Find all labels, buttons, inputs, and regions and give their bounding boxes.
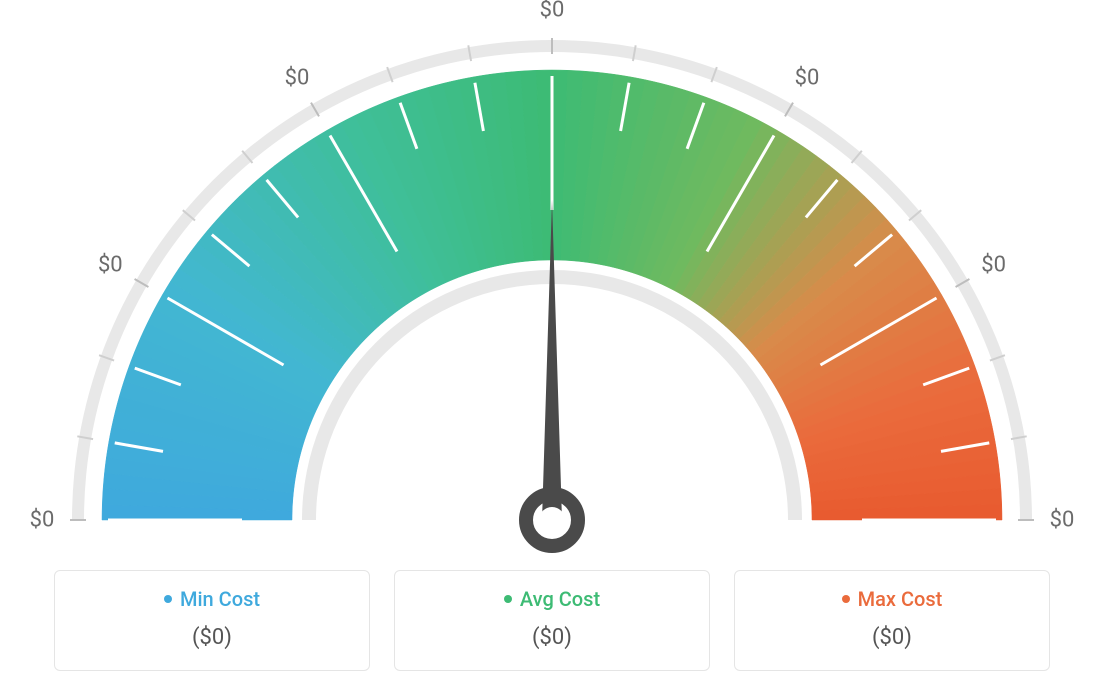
gauge-tick-label: $0 <box>30 508 55 533</box>
legend-title-avg: Avg Cost <box>504 587 600 611</box>
legend-label-max: Max Cost <box>858 587 943 611</box>
gauge-tick-label: $0 <box>795 66 820 91</box>
legend-title-max: Max Cost <box>842 587 943 611</box>
legend-label-avg: Avg Cost <box>520 587 600 611</box>
gauge-tick-label: $0 <box>540 0 565 23</box>
legend-title-min: Min Cost <box>164 587 260 611</box>
gauge-tick-label: $0 <box>1050 508 1075 533</box>
legend-row: Min Cost ($0) Avg Cost ($0) Max Cost ($0… <box>54 570 1050 671</box>
legend-label-min: Min Cost <box>180 587 260 611</box>
legend-value-min: ($0) <box>65 625 359 650</box>
gauge-svg <box>0 0 1104 560</box>
legend-value-avg: ($0) <box>405 625 699 650</box>
legend-card-max: Max Cost ($0) <box>734 570 1050 671</box>
legend-dot-min <box>164 595 172 603</box>
gauge-chart: $0 $0 $0 $0 $0 $0 $0 <box>0 0 1104 560</box>
gauge-tick-label: $0 <box>285 66 310 91</box>
legend-dot-max <box>842 595 850 603</box>
legend-dot-avg <box>504 595 512 603</box>
legend-card-min: Min Cost ($0) <box>54 570 370 671</box>
legend-value-max: ($0) <box>745 625 1039 650</box>
gauge-tick-label: $0 <box>98 253 123 278</box>
gauge-tick-label: $0 <box>981 253 1006 278</box>
legend-card-avg: Avg Cost ($0) <box>394 570 710 671</box>
